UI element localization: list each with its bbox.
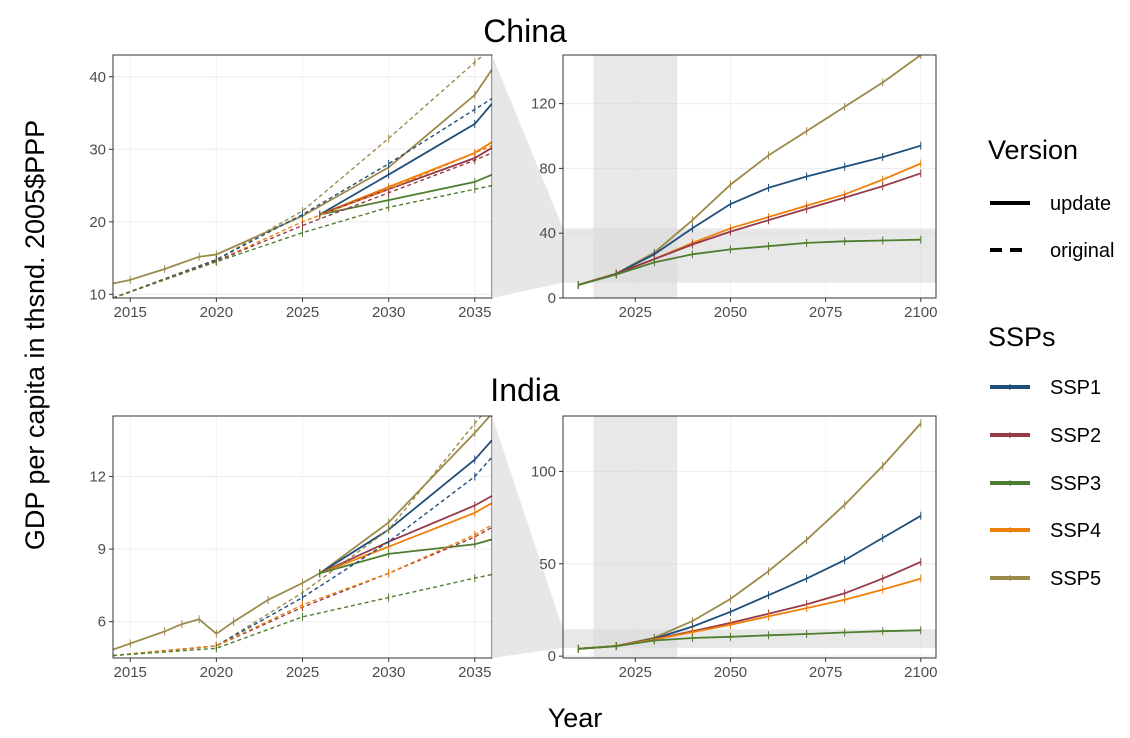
y-tick-label: 12: [89, 469, 106, 486]
series-line-ssp1: [577, 144, 922, 286]
y-tick-label: 30: [89, 141, 106, 158]
legend-ssp1-label: SSP1: [1050, 377, 1101, 399]
x-tick-label: 2025: [619, 304, 652, 321]
legend-version: Version update original: [988, 135, 1114, 262]
series-line-ssp1-update: [319, 439, 492, 575]
legend-ssp4-label: SSP4: [1050, 520, 1101, 542]
x-tick-label: 2025: [286, 664, 319, 681]
zoom-connector: [492, 55, 563, 298]
series-line-ssp3: [578, 629, 921, 650]
legend-ssp3-label: SSP3: [1050, 473, 1101, 495]
panel-title-china: China: [483, 13, 567, 49]
x-axis-title: Year: [548, 703, 603, 733]
series-line-ssp3-original: [113, 184, 492, 298]
series-line-ssp1-update: [319, 103, 492, 216]
x-tick-label: 2050: [714, 304, 747, 321]
series-group: [563, 416, 936, 658]
panel-india-zoom: 2015 2020 2025 2030 2035 6 9 12: [89, 415, 493, 681]
highlight-horizontal: [563, 228, 936, 283]
x-tick-label: 2020: [200, 664, 233, 681]
y-tick-label: 80: [539, 160, 556, 177]
series-line-ssp1-original: [113, 97, 492, 298]
x-tick-label: 2030: [372, 664, 405, 681]
legend-update-label: update: [1050, 193, 1111, 215]
legend-ssp5-label: SSP5: [1050, 568, 1101, 590]
x-tick-label: 2035: [458, 304, 491, 321]
highlight-vertical: [593, 416, 678, 658]
y-tick-label: 40: [89, 69, 106, 86]
y-tick-label: 100: [531, 463, 556, 480]
series-line-ssp2: [577, 172, 922, 286]
x-tick-label: 2030: [372, 304, 405, 321]
legend-original-label: original: [1050, 240, 1114, 262]
series-line-ssp3: [577, 238, 921, 286]
x-tick-label: 2025: [286, 304, 319, 321]
zoom-connector: [492, 416, 563, 658]
y-tick-label: 0: [548, 290, 556, 307]
series-line-ssp4-update: [319, 141, 492, 216]
x-tick-label: 2075: [809, 304, 842, 321]
panel-china-full: 2025 2050 2075 2100 0 40 80 120: [492, 54, 937, 321]
series-line-ssp4-original: [113, 524, 492, 657]
x-tick-label: 2100: [904, 664, 937, 681]
x-tick-label: 2100: [904, 304, 937, 321]
y-tick-label: 10: [89, 286, 106, 303]
panel-border: [562, 54, 937, 299]
y-axis-title: GDP per capita in thsnd. 2005$PPP: [20, 120, 50, 550]
x-tick-label: 2075: [809, 664, 842, 681]
panel-india-full: 2025 2050 2075 2100 0 50 100: [492, 415, 937, 681]
y-tick-label: 0: [548, 648, 556, 665]
series-group: [113, 416, 492, 658]
panel-title-india: India: [490, 372, 560, 408]
y-tick-label: 50: [539, 556, 556, 573]
x-tick-label: 2020: [200, 304, 233, 321]
x-tick-label: 2015: [114, 304, 147, 321]
legend-ssps-title: SSPs: [988, 322, 1056, 352]
series-line-ssp3-update: [319, 538, 492, 575]
y-tick-label: 40: [539, 225, 556, 242]
legend-version-title: Version: [988, 135, 1078, 165]
legend-ssp2-label: SSP2: [1050, 425, 1101, 447]
y-tick-label: 120: [531, 96, 556, 113]
series-line-ssp3-original: [113, 573, 492, 657]
y-tick-label: 6: [98, 614, 106, 631]
series-group: [563, 55, 936, 298]
series-line-ssp3-update: [319, 173, 492, 216]
panel-border: [562, 415, 937, 659]
x-tick-label: 2015: [114, 664, 147, 681]
x-tick-label: 2050: [714, 664, 747, 681]
x-tick-label: 2025: [619, 664, 652, 681]
series-group: [113, 55, 492, 298]
series-line-ssp2-update: [319, 495, 492, 575]
y-tick-label: 20: [89, 214, 106, 231]
y-tick-label: 9: [98, 541, 106, 558]
legend-ssps: SSPs SSP1 SSP2 SSP3 SSP4 SSP5: [988, 322, 1101, 590]
x-tick-label: 2035: [458, 664, 491, 681]
highlight-horizontal: [563, 629, 936, 648]
series-line-ssp4-update: [319, 502, 492, 575]
